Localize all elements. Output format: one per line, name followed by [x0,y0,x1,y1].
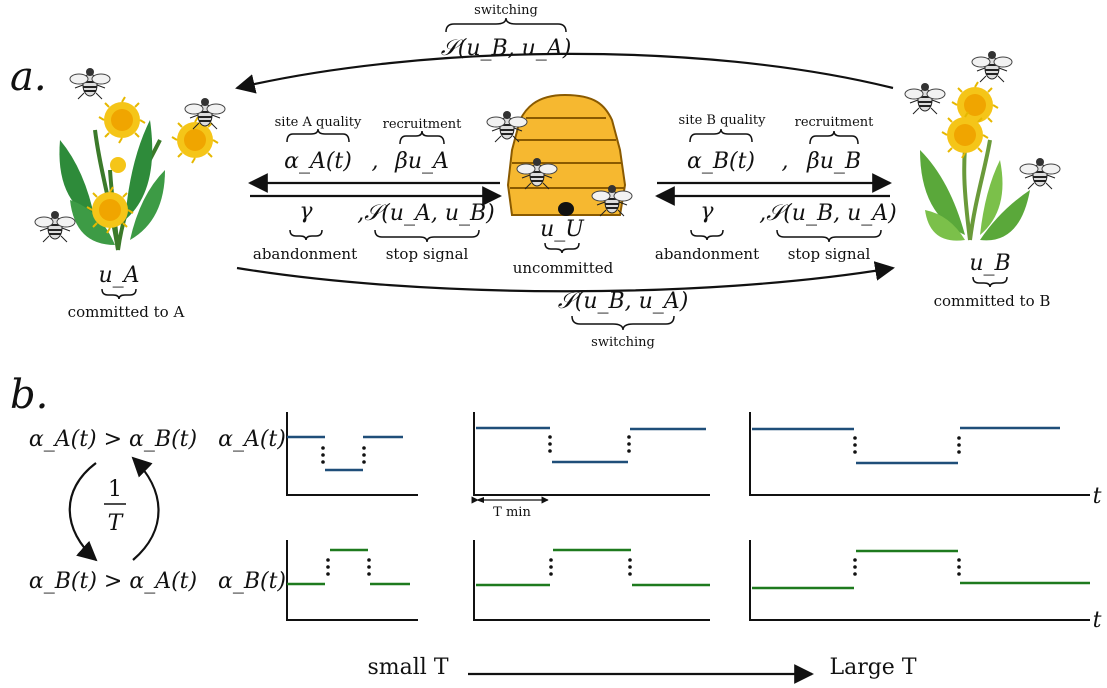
site-a-quality-formula: α_A(t) [284,149,352,174]
stop-signal-formula-right: ,𝒮(u_B, u_A) [759,201,897,226]
scale-small-t: small T [367,655,448,680]
comma-right: , [782,149,789,174]
abandonment-caption-left: abandonment [253,245,357,263]
bee-icon [904,82,946,115]
panel-b-label: b. [10,372,48,418]
dandelion-icon [920,81,1030,241]
node-uU-symbol: u_U [540,217,585,242]
node-uB-symbol: u_B [969,251,1010,276]
rate-numerator: 1 [108,477,122,502]
brace-uU [544,242,580,254]
axis-t-bottom: t [1093,608,1102,633]
stop-signal-formula-left: ,𝒮(u_A, u_B) [357,201,495,226]
brace-abandon-right [690,229,724,241]
brace-top [445,17,567,33]
site-b-quality-caption: site B quality [679,113,767,128]
dandelion-icon [59,96,219,251]
brace-site-a [286,128,350,143]
switching-caption-top: switching [474,3,538,18]
cycle-arrow-up [131,456,160,561]
abandonment-caption-right: abandonment [655,245,759,263]
rate-denominator: T [108,511,125,536]
brace-uA [101,288,137,300]
brace-site-b [689,128,753,143]
switching-caption-bottom: switching [591,335,655,350]
brace-uB [972,276,1008,288]
switching-arrow-top [235,52,894,94]
bee-icon [971,50,1013,83]
row-label-alphaA: α_A(t) [218,427,286,452]
recruitment-formula-right: βu_B [806,149,861,174]
switching-formula-top: 𝒮(u_B, u_A) [441,36,572,61]
stop-signal-caption-left: stop signal [386,245,469,263]
bee-icon [1019,157,1061,190]
node-uA-caption: committed to A [68,303,185,321]
bee-icon [69,67,111,100]
recruitment-caption-right: recruitment [795,115,875,130]
bee-icon [34,210,76,243]
t-min-label: T min [493,505,531,520]
switching-formula-bottom: 𝒮(u_B, u_A) [558,289,689,314]
brace-stop-left [374,229,480,243]
transition-dots [321,435,961,576]
recruitment-caption-left: recruitment [383,117,463,132]
node-uU-caption: uncommitted [513,259,614,277]
brace-recruit-right [809,130,859,145]
brace-stop-right [776,229,882,243]
plot-axes [286,412,1090,621]
abandonment-formula-right: γ [700,199,714,224]
brace-recruit-left [399,130,445,145]
axis-t-top: t [1093,484,1102,509]
node-uA-symbol: u_A [98,263,139,288]
state-alphaA-greater: α_A(t) > α_B(t) [29,427,197,452]
row-label-alphaB: α_B(t) [218,569,286,594]
brace-bottom [571,315,675,331]
brace-abandon-left [289,229,323,241]
cycle-arrow-down [68,462,98,562]
panel-a-label: a. [10,54,47,100]
switching-arrow-bottom [236,261,895,293]
comma-left: , [372,149,379,174]
stop-signal-caption-right: stop signal [788,245,871,263]
node-uB-caption: committed to B [934,292,1051,310]
alphaB-traces [287,548,1090,590]
scale-large-t: Large T [829,655,916,680]
state-alphaB-greater: α_B(t) > α_A(t) [29,569,197,594]
site-a-quality-caption: site A quality [275,115,362,130]
recruitment-formula-left: βu_A [394,149,449,174]
site-b-quality-formula: α_B(t) [687,149,755,174]
abandonment-formula-left: γ [299,199,313,224]
alphaA-traces [287,426,1060,472]
